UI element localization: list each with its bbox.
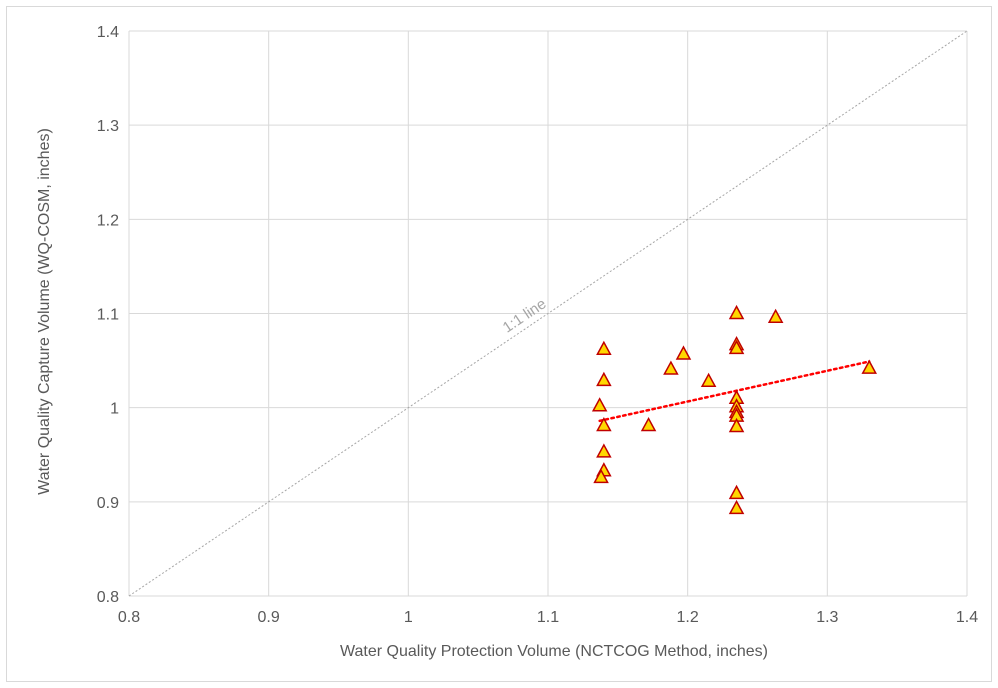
x-tick-labels: 0.8 0.9 1 1.1 1.2 1.3 1.4 xyxy=(118,609,978,626)
data-point-triangle xyxy=(593,468,609,484)
y-tick-label: 1.3 xyxy=(97,118,119,135)
y-tick-label: 0.8 xyxy=(97,589,119,606)
data-point-triangle xyxy=(640,416,657,432)
x-tick-label: 1.3 xyxy=(816,609,838,626)
data-points xyxy=(591,304,877,515)
data-point-triangle xyxy=(591,397,608,412)
y-tick-label: 1 xyxy=(110,401,119,418)
data-point-triangle xyxy=(728,499,745,515)
data-point-triangle xyxy=(596,416,612,432)
data-point-triangle xyxy=(861,359,877,374)
data-point-triangle xyxy=(596,443,612,458)
y-tick-label: 1.2 xyxy=(97,212,119,229)
data-point-triangle xyxy=(596,340,612,356)
x-tick-label: 1.4 xyxy=(956,609,978,626)
x-tick-label: 1.2 xyxy=(677,609,699,626)
scatter-chart: 1:1 line 0.8 0.9 1 1.1 1.2 1.3 1.4 0.8 0.9 1 1.1 1… xyxy=(36,24,978,660)
data-point-triangle xyxy=(728,484,745,500)
trendline-group xyxy=(598,360,871,423)
x-tick-label: 0.8 xyxy=(118,609,140,626)
data-point-triangle xyxy=(728,339,745,355)
x-tick-label: 1 xyxy=(404,609,413,626)
gridlines xyxy=(128,30,968,597)
y-axis-title: Water Quality Capture Volume (WQ-COSM, i… xyxy=(36,128,53,495)
x-axis-title: Water Quality Protection Volume (NCTCOG … xyxy=(340,643,768,660)
data-point-triangle xyxy=(728,417,745,433)
one-to-one-line xyxy=(128,30,968,597)
one-to-one-line-label: 1:1 line xyxy=(500,295,550,336)
trendline xyxy=(598,360,871,423)
data-point-triangle xyxy=(767,308,784,324)
y-tick-label: 0.9 xyxy=(97,495,119,512)
data-point-triangle xyxy=(663,360,679,375)
data-point-triangle xyxy=(728,304,745,320)
y-tick-labels: 0.8 0.9 1 1.1 1.2 1.3 1.4 xyxy=(97,24,119,606)
data-point-triangle xyxy=(675,345,692,360)
data-point-triangle xyxy=(700,372,717,388)
y-tick-label: 1.1 xyxy=(97,307,119,324)
x-tick-label: 0.9 xyxy=(258,609,280,626)
data-point-triangle xyxy=(596,371,612,387)
x-tick-label: 1.1 xyxy=(537,609,559,626)
chart-frame: 1:1 line 0.8 0.9 1 1.1 1.2 1.3 1.4 0.8 0.9 1 1.1 1… xyxy=(6,6,992,682)
y-tick-label: 1.4 xyxy=(97,24,119,41)
